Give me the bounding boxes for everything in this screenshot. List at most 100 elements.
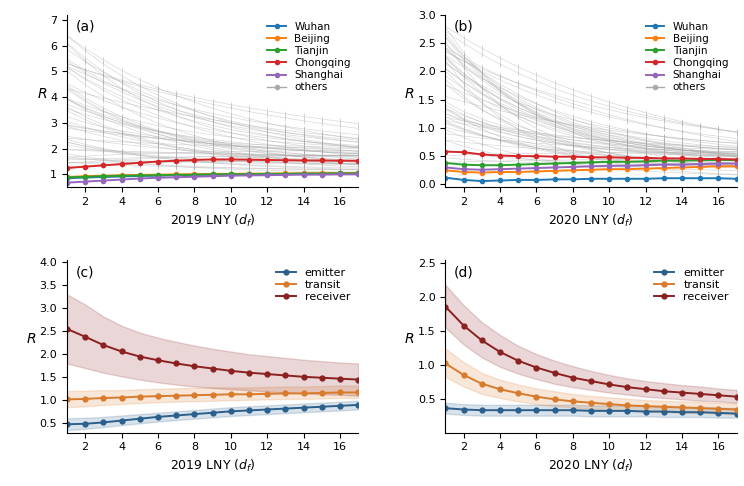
Beijing	[732, 163, 741, 169]
emitter	[550, 407, 559, 413]
Legend: Wuhan, Beijing, Tianjin, Chongqing, Shanghai, others: Wuhan, Beijing, Tianjin, Chongqing, Shan…	[265, 20, 353, 94]
Beijing	[280, 171, 289, 176]
transit	[532, 394, 541, 399]
Line: Shanghai: Shanghai	[65, 173, 360, 185]
Tianjin	[514, 162, 523, 168]
transit	[336, 390, 344, 396]
Shanghai	[245, 173, 254, 178]
receiver	[135, 354, 144, 360]
Wuhan	[280, 171, 289, 177]
Wuhan	[226, 172, 235, 177]
emitter	[732, 411, 741, 417]
Tianjin	[478, 162, 487, 168]
Tianjin	[586, 159, 595, 165]
Wuhan	[299, 171, 308, 176]
emitter	[117, 417, 126, 423]
transit	[678, 404, 687, 410]
Tianjin	[62, 174, 71, 180]
receiver	[317, 375, 326, 381]
Chongqing	[532, 153, 541, 159]
receiver	[641, 386, 650, 392]
transit	[496, 386, 504, 392]
emitter	[459, 407, 468, 413]
transit	[353, 390, 362, 396]
emitter	[623, 408, 632, 414]
emitter	[496, 407, 504, 413]
Wuhan	[245, 171, 254, 177]
Beijing	[299, 171, 308, 176]
emitter	[99, 419, 108, 425]
Beijing	[353, 170, 362, 176]
Legend: emitter, transit, receiver: emitter, transit, receiver	[274, 265, 353, 304]
Line: Tianjin: Tianjin	[443, 158, 739, 167]
X-axis label: 2020 LNY $(d_f)$: 2020 LNY $(d_f)$	[548, 458, 634, 474]
emitter	[80, 421, 89, 427]
Wuhan	[135, 173, 144, 179]
receiver	[99, 342, 108, 348]
receiver	[568, 375, 577, 381]
Tianjin	[641, 158, 650, 164]
Text: (d): (d)	[454, 265, 474, 279]
Beijing	[135, 172, 144, 178]
Line: Wuhan: Wuhan	[443, 175, 739, 183]
Wuhan	[263, 171, 272, 177]
emitter	[245, 408, 254, 414]
transit	[696, 405, 705, 411]
emitter	[714, 410, 723, 416]
transit	[245, 391, 254, 397]
transit	[478, 381, 487, 387]
Shanghai	[586, 163, 595, 169]
Tianjin	[172, 172, 181, 178]
Shanghai	[135, 175, 144, 181]
Tianjin	[80, 174, 89, 180]
Line: receiver: receiver	[443, 304, 739, 399]
emitter	[208, 410, 217, 416]
Shanghai	[568, 164, 577, 170]
Wuhan	[62, 175, 71, 181]
Wuhan	[153, 173, 162, 179]
emitter	[586, 408, 595, 414]
receiver	[172, 361, 181, 366]
Beijing	[714, 163, 723, 169]
Tianjin	[317, 171, 326, 176]
Chongqing	[226, 156, 235, 162]
Line: Tianjin: Tianjin	[65, 171, 360, 180]
transit	[641, 403, 650, 409]
Chongqing	[696, 156, 705, 162]
Beijing	[623, 166, 632, 172]
emitter	[263, 407, 272, 413]
Beijing	[514, 169, 523, 175]
Chongqing	[99, 162, 108, 168]
Beijing	[586, 167, 595, 173]
Wuhan	[550, 176, 559, 182]
emitter	[514, 407, 523, 413]
receiver	[336, 376, 344, 382]
Shanghai	[678, 162, 687, 168]
Line: Chongqing: Chongqing	[65, 157, 360, 170]
Wuhan	[641, 176, 650, 182]
Tianjin	[568, 160, 577, 166]
Tianjin	[153, 172, 162, 178]
Shanghai	[117, 176, 126, 182]
Beijing	[99, 173, 108, 179]
Shanghai	[441, 165, 450, 171]
transit	[62, 397, 71, 402]
receiver	[550, 370, 559, 376]
Wuhan	[336, 171, 344, 176]
Wuhan	[459, 177, 468, 183]
Legend: Wuhan, Beijing, Tianjin, Chongqing, Shanghai, others: Wuhan, Beijing, Tianjin, Chongqing, Shan…	[644, 20, 731, 94]
Beijing	[696, 164, 705, 170]
receiver	[441, 304, 450, 310]
Shanghai	[226, 173, 235, 179]
transit	[714, 406, 723, 412]
receiver	[605, 382, 614, 387]
receiver	[280, 372, 289, 378]
Shanghai	[605, 163, 614, 169]
emitter	[568, 407, 577, 413]
transit	[80, 396, 89, 402]
Beijing	[550, 168, 559, 174]
Tianjin	[280, 171, 289, 177]
receiver	[532, 364, 541, 370]
Chongqing	[496, 153, 504, 158]
Wuhan	[586, 176, 595, 182]
